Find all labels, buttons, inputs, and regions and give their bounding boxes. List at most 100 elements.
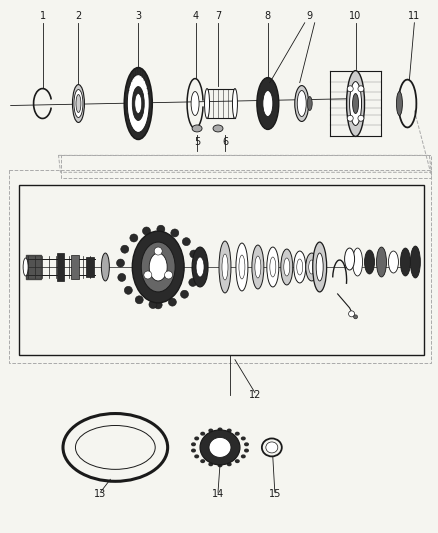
Ellipse shape	[345, 248, 355, 270]
Circle shape	[353, 315, 357, 319]
Ellipse shape	[117, 259, 124, 267]
Ellipse shape	[218, 427, 223, 432]
Ellipse shape	[182, 238, 191, 246]
Ellipse shape	[307, 96, 312, 110]
Ellipse shape	[194, 437, 199, 440]
Ellipse shape	[192, 125, 202, 132]
Ellipse shape	[252, 245, 264, 289]
Circle shape	[347, 86, 353, 92]
Circle shape	[154, 247, 162, 255]
Ellipse shape	[192, 264, 200, 272]
Ellipse shape	[222, 254, 228, 280]
Ellipse shape	[400, 248, 410, 276]
Ellipse shape	[235, 459, 240, 463]
Ellipse shape	[241, 437, 246, 440]
Ellipse shape	[149, 253, 167, 281]
Ellipse shape	[200, 432, 205, 435]
Ellipse shape	[208, 462, 213, 466]
Ellipse shape	[241, 455, 246, 458]
Ellipse shape	[235, 432, 240, 435]
Text: 12: 12	[249, 390, 261, 400]
Ellipse shape	[190, 250, 198, 258]
Text: 5: 5	[194, 138, 200, 148]
Ellipse shape	[281, 249, 293, 285]
Ellipse shape	[267, 247, 279, 287]
Ellipse shape	[244, 442, 249, 446]
Ellipse shape	[189, 278, 197, 286]
Ellipse shape	[200, 459, 205, 463]
Ellipse shape	[284, 258, 290, 276]
Ellipse shape	[377, 247, 386, 277]
Text: 13: 13	[94, 489, 106, 499]
Ellipse shape	[192, 247, 208, 287]
Ellipse shape	[266, 442, 278, 453]
Ellipse shape	[121, 245, 129, 253]
Ellipse shape	[297, 91, 306, 117]
Bar	[57, 253, 64, 281]
Ellipse shape	[364, 250, 374, 274]
Ellipse shape	[227, 462, 232, 466]
Ellipse shape	[101, 253, 110, 281]
Ellipse shape	[132, 86, 144, 120]
Ellipse shape	[350, 82, 361, 125]
Ellipse shape	[297, 259, 303, 275]
Ellipse shape	[157, 225, 165, 233]
Text: 2: 2	[75, 11, 81, 21]
Text: 3: 3	[135, 11, 141, 21]
Ellipse shape	[72, 85, 85, 123]
Ellipse shape	[236, 243, 248, 291]
Ellipse shape	[227, 429, 232, 433]
Ellipse shape	[124, 286, 132, 294]
Bar	[86, 257, 95, 277]
Ellipse shape	[118, 273, 126, 281]
Ellipse shape	[233, 88, 237, 118]
Ellipse shape	[208, 429, 213, 433]
Ellipse shape	[263, 91, 273, 117]
Circle shape	[349, 311, 355, 317]
Ellipse shape	[396, 92, 403, 116]
Ellipse shape	[209, 438, 231, 457]
Text: 1: 1	[39, 11, 46, 21]
Ellipse shape	[124, 68, 152, 140]
Ellipse shape	[23, 258, 28, 276]
Text: 9: 9	[307, 11, 313, 21]
Circle shape	[358, 115, 364, 121]
Ellipse shape	[244, 449, 249, 453]
Ellipse shape	[194, 455, 199, 458]
Ellipse shape	[205, 88, 209, 118]
Ellipse shape	[306, 253, 318, 281]
Ellipse shape	[180, 290, 188, 298]
Ellipse shape	[257, 78, 279, 130]
Ellipse shape	[154, 301, 162, 309]
Ellipse shape	[171, 229, 179, 237]
Ellipse shape	[294, 251, 306, 283]
Text: 15: 15	[268, 489, 281, 499]
Ellipse shape	[353, 94, 359, 114]
Ellipse shape	[255, 256, 261, 278]
Ellipse shape	[130, 234, 138, 242]
Ellipse shape	[191, 442, 196, 446]
Text: 7: 7	[215, 11, 221, 21]
Text: 8: 8	[265, 11, 271, 21]
Ellipse shape	[410, 246, 420, 278]
Ellipse shape	[219, 241, 231, 293]
Ellipse shape	[149, 301, 157, 309]
Ellipse shape	[191, 449, 196, 453]
Ellipse shape	[168, 298, 177, 306]
Circle shape	[358, 86, 364, 92]
Ellipse shape	[218, 463, 223, 467]
Text: 4: 4	[193, 11, 199, 21]
Ellipse shape	[135, 296, 143, 304]
Ellipse shape	[74, 90, 83, 117]
Circle shape	[144, 271, 152, 279]
Bar	[71, 255, 79, 279]
Circle shape	[165, 271, 173, 279]
Ellipse shape	[389, 251, 399, 273]
Text: 11: 11	[408, 11, 420, 21]
Text: 14: 14	[212, 489, 224, 499]
Ellipse shape	[309, 260, 314, 274]
Ellipse shape	[132, 231, 184, 303]
Circle shape	[347, 115, 353, 121]
Ellipse shape	[76, 94, 81, 112]
Ellipse shape	[295, 86, 309, 122]
